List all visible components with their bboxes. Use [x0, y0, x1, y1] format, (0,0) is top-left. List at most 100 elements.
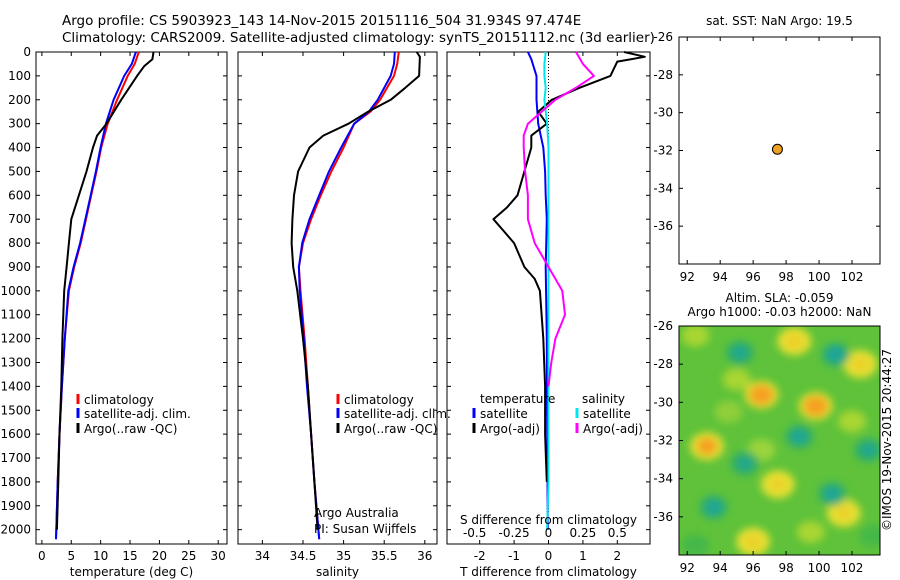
- map-title: sat. SST: NaN Argo: 19.5: [706, 14, 853, 28]
- depth-tick-label: 1500: [0, 403, 31, 417]
- map-y-tick-label: -26: [653, 30, 673, 44]
- sla-x-tick-label: 98: [778, 561, 793, 575]
- sla-heatmap: [679, 326, 880, 555]
- sla-title: Altim. SLA: -0.059: [725, 291, 833, 305]
- legend-title-salinity: salinity: [582, 392, 625, 406]
- annotation-pi: PI: Susan Wijffels: [314, 522, 416, 536]
- x-tick-label: -2: [474, 549, 486, 563]
- sla-low-core: [739, 458, 751, 469]
- sla-x-tick-label: 102: [841, 561, 864, 575]
- map-x-tick-label: 94: [713, 270, 728, 284]
- argo-position-marker: [771, 143, 783, 155]
- map-x-tick-label: 102: [841, 270, 864, 284]
- x-tick-label: 2: [613, 549, 621, 563]
- x2-tick-label: 0.5: [608, 526, 627, 540]
- depth-tick-label: 1200: [0, 332, 31, 346]
- series-line-satellite-adj-clim-: [55, 51, 137, 540]
- depth-tick-label: 1100: [0, 308, 31, 322]
- sla-low-core: [791, 429, 807, 444]
- depth-tick-label: 1300: [0, 355, 31, 369]
- sla-y-tick-label: -28: [653, 357, 673, 371]
- panel-temperature: [35, 51, 228, 545]
- depth-tick-label: 1900: [0, 499, 31, 513]
- panel-difference: [446, 51, 651, 545]
- sla-low-core: [705, 500, 722, 515]
- depth-tick-label: 700: [8, 212, 31, 226]
- legend-label: Argo(..raw -QC): [344, 422, 437, 436]
- sla-high-core: [696, 437, 718, 455]
- sla-low-core: [862, 444, 875, 456]
- sla-high-core: [803, 396, 828, 417]
- sla-x-tick-label: 100: [808, 561, 831, 575]
- series-line-t-argo-adj-: [492, 51, 646, 482]
- depth-tick-label: 900: [8, 260, 31, 274]
- sla-high-core: [785, 333, 804, 350]
- plot-title-line2: Climatology: CARS2009. Satellite-adjuste…: [62, 30, 655, 46]
- x-tick-label: 5: [67, 549, 75, 563]
- x-tick-label: 0: [545, 549, 553, 563]
- sla-blobs: [681, 326, 880, 555]
- x-tick-label: 1: [579, 549, 587, 563]
- map-y-tick-label: -30: [653, 106, 673, 120]
- x-tick-label: -1: [508, 549, 520, 563]
- x2-tick-label: 0.25: [570, 526, 597, 540]
- depth-tick-label: 600: [8, 188, 31, 202]
- x2-tick-label: -0.5: [463, 526, 486, 540]
- series-line-argo-raw-qc-: [55, 51, 155, 530]
- x-tick-label: 0: [38, 549, 46, 563]
- x2-tick-label: -0.25: [499, 526, 530, 540]
- legend-label: Argo(-adj): [480, 422, 540, 436]
- map-x-tick-label: 98: [778, 270, 793, 284]
- depth-tick-label: 1600: [0, 427, 31, 441]
- sla-y-tick-label: -34: [653, 472, 673, 486]
- map-y-tick-label: -34: [653, 181, 673, 195]
- panel-frame-temperature: [35, 51, 228, 545]
- sla-y-tick-label: -36: [653, 510, 673, 524]
- x-tick-label: 35: [336, 549, 351, 563]
- sla-variation: [714, 400, 743, 423]
- x2-tick-label: 0: [545, 526, 553, 540]
- sla-high-core: [744, 534, 762, 549]
- legend-label: Argo(-adj): [583, 422, 643, 436]
- legend-label: Argo(..raw -QC): [84, 422, 177, 436]
- sla-subtitle: Argo h1000: -0.03 h2000: NaN: [688, 305, 872, 319]
- panel-frame-salinity: [237, 51, 438, 545]
- x-tick-label: 34.5: [290, 549, 317, 563]
- series-line-argo-raw-qc-: [290, 51, 421, 530]
- legend-label: satellite: [480, 407, 528, 421]
- legend-label: climatology: [344, 393, 414, 407]
- sla-y-tick-label: -32: [653, 434, 673, 448]
- map-y-tick-label: -28: [653, 68, 673, 82]
- x-axis-label: temperature (deg C): [70, 565, 193, 579]
- series-line-s-argo-adj-: [522, 51, 595, 387]
- sla-y-tick-label: -30: [653, 395, 673, 409]
- sla-x-tick-label: 94: [713, 561, 728, 575]
- legend-title-temperature: temperature: [480, 392, 555, 406]
- depth-tick-label: 100: [8, 69, 31, 83]
- map-x-tick-label: 100: [808, 270, 831, 284]
- plot-title-line1: Argo profile: CS 5903923_143 14-Nov-2015…: [62, 13, 582, 29]
- x-tick-label: 35.5: [371, 549, 398, 563]
- depth-tick-label: 500: [8, 164, 31, 178]
- sla-variation: [681, 326, 710, 347]
- depth-tick-label: 400: [8, 141, 31, 155]
- map-x-tick-label: 96: [745, 270, 760, 284]
- depth-tick-label: 200: [8, 93, 31, 107]
- depth-tick-label: 1800: [0, 475, 31, 489]
- legend-label: climatology: [84, 393, 154, 407]
- panel-salinity: [237, 51, 438, 545]
- depth-tick-label: 800: [8, 236, 31, 250]
- depth-tick-label: 1700: [0, 451, 31, 465]
- map-frame: [678, 36, 881, 265]
- sla-high-core: [851, 356, 869, 372]
- sla-low-core: [824, 487, 840, 501]
- x-tick-label: 20: [152, 549, 167, 563]
- sla-y-tick-label: -26: [653, 319, 673, 333]
- sla-variation: [796, 521, 825, 544]
- x-axis-label: salinity: [316, 565, 359, 579]
- x2-axis-label: S difference from climatology: [460, 513, 637, 527]
- sla-variation: [859, 524, 880, 547]
- map-y-tick-label: -32: [653, 144, 673, 158]
- sla-variation: [681, 534, 710, 555]
